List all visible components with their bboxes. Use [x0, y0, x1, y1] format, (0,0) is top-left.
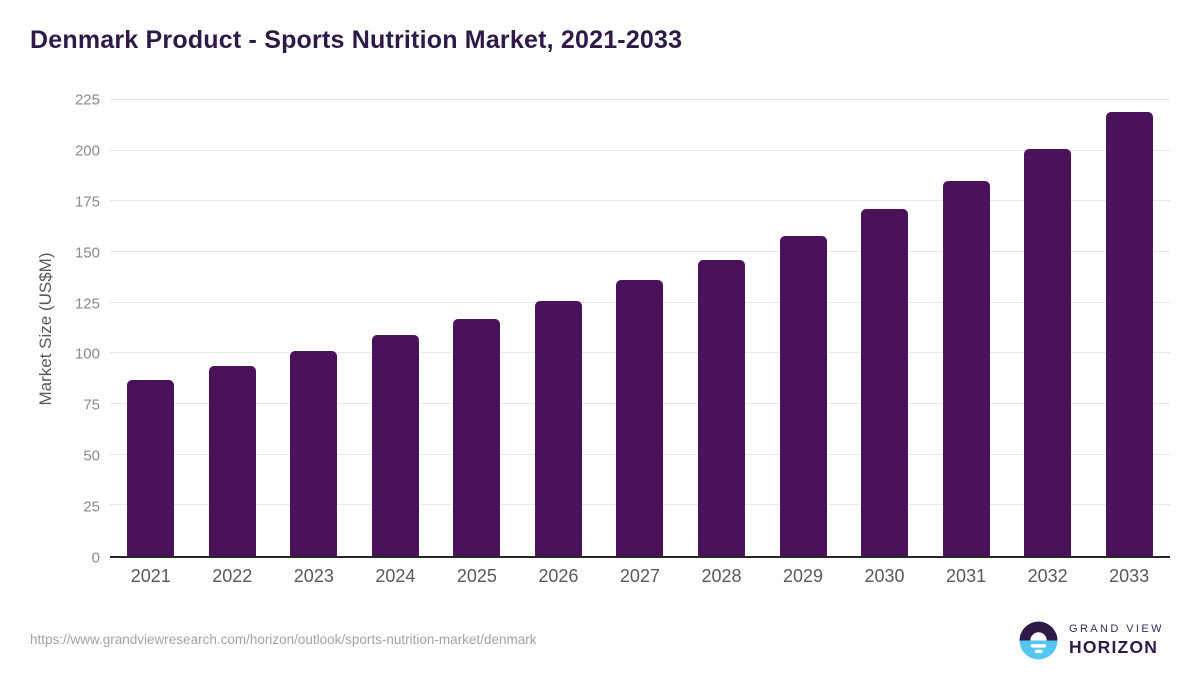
bar-slot-2021 [110, 100, 192, 556]
gridline-175 [110, 200, 1170, 202]
x-tick-label-2028: 2028 [701, 566, 742, 586]
brand-name-top: GRAND VIEW [1069, 623, 1164, 635]
bar-2032 [1024, 148, 1072, 556]
y-tick-label-75: 75 [83, 396, 100, 414]
y-tick-label-200: 200 [74, 142, 100, 160]
y-tick-label-25: 25 [83, 498, 100, 516]
bar-series [110, 100, 1170, 556]
x-tick-label-2030: 2030 [864, 566, 905, 586]
horizon-sunset-icon [1019, 621, 1058, 660]
x-tick-label-2032: 2032 [1027, 566, 1068, 586]
bar-2030 [861, 209, 909, 556]
bar-2026 [534, 300, 582, 556]
x-tick-label-2022: 2022 [212, 566, 253, 586]
bar-slot-2024 [355, 100, 437, 556]
bar-2029 [779, 235, 827, 556]
bar-slot-2028 [681, 100, 763, 556]
y-tick-label-100: 100 [74, 345, 100, 363]
x-tick-label-2025: 2025 [456, 566, 497, 586]
bar-slot-2029 [762, 100, 844, 556]
x-tick-label-2029: 2029 [782, 566, 824, 586]
x-axis-tick-labels: 2021 2022 2023 2024 2025 2026 2027 2028 2029 2030… [110, 566, 1170, 587]
bar-slot-2022 [192, 100, 274, 556]
gridline-150 [110, 251, 1170, 253]
x-tick-label-2027: 2027 [619, 566, 660, 586]
y-tick-label-150: 150 [74, 244, 100, 262]
y-tick-label-225: 225 [74, 91, 100, 109]
x-tick-label-2026: 2026 [538, 566, 579, 586]
x-tick-label-2021: 2021 [130, 566, 171, 586]
bar-slot-2031 [925, 100, 1007, 556]
x-tick-label-2024: 2024 [375, 566, 416, 586]
bar-2031 [942, 181, 990, 556]
bar-2028 [697, 260, 745, 556]
bar-slot-2026 [518, 100, 600, 556]
bar-2024 [371, 335, 419, 556]
bar-2027 [616, 280, 664, 556]
source-url: https://www.grandviewresearch.com/horizo… [30, 632, 537, 647]
x-tick-label-2031: 2031 [946, 566, 987, 586]
bar-slot-2033 [1088, 100, 1170, 556]
brand-name-bottom: HORIZON [1069, 637, 1159, 657]
bar-2021 [127, 379, 175, 556]
x-tick-label-2023: 2023 [293, 566, 334, 586]
gridline-225 [110, 99, 1170, 100]
bar-2025 [453, 318, 501, 556]
bar-slot-2030 [844, 100, 926, 556]
y-tick-label-125: 125 [74, 295, 100, 313]
brand-logo-text: GRAND VIEW HORIZON [1069, 623, 1164, 658]
y-tick-label-175: 175 [74, 193, 100, 211]
plot-area [110, 99, 1170, 558]
bar-slot-2023 [273, 100, 355, 556]
chart-title: Denmark Product - Sports Nutrition Marke… [30, 26, 683, 54]
y-axis-tick-labels: 0 25 50 75 100 125 150 175 200 225 [0, 93, 100, 566]
bar-slot-2027 [599, 100, 681, 556]
y-tick-label-0: 0 [91, 549, 100, 567]
brand-logo: GRAND VIEW HORIZON [1018, 620, 1164, 661]
bar-2023 [290, 351, 338, 556]
x-tick-label-2033: 2033 [1109, 566, 1150, 586]
bar-2033 [1105, 112, 1153, 556]
bar-slot-2025 [436, 100, 518, 556]
bar-slot-2032 [1007, 100, 1089, 556]
gridline-200 [110, 149, 1170, 151]
bar-2022 [208, 365, 256, 556]
y-tick-label-50: 50 [83, 447, 100, 465]
